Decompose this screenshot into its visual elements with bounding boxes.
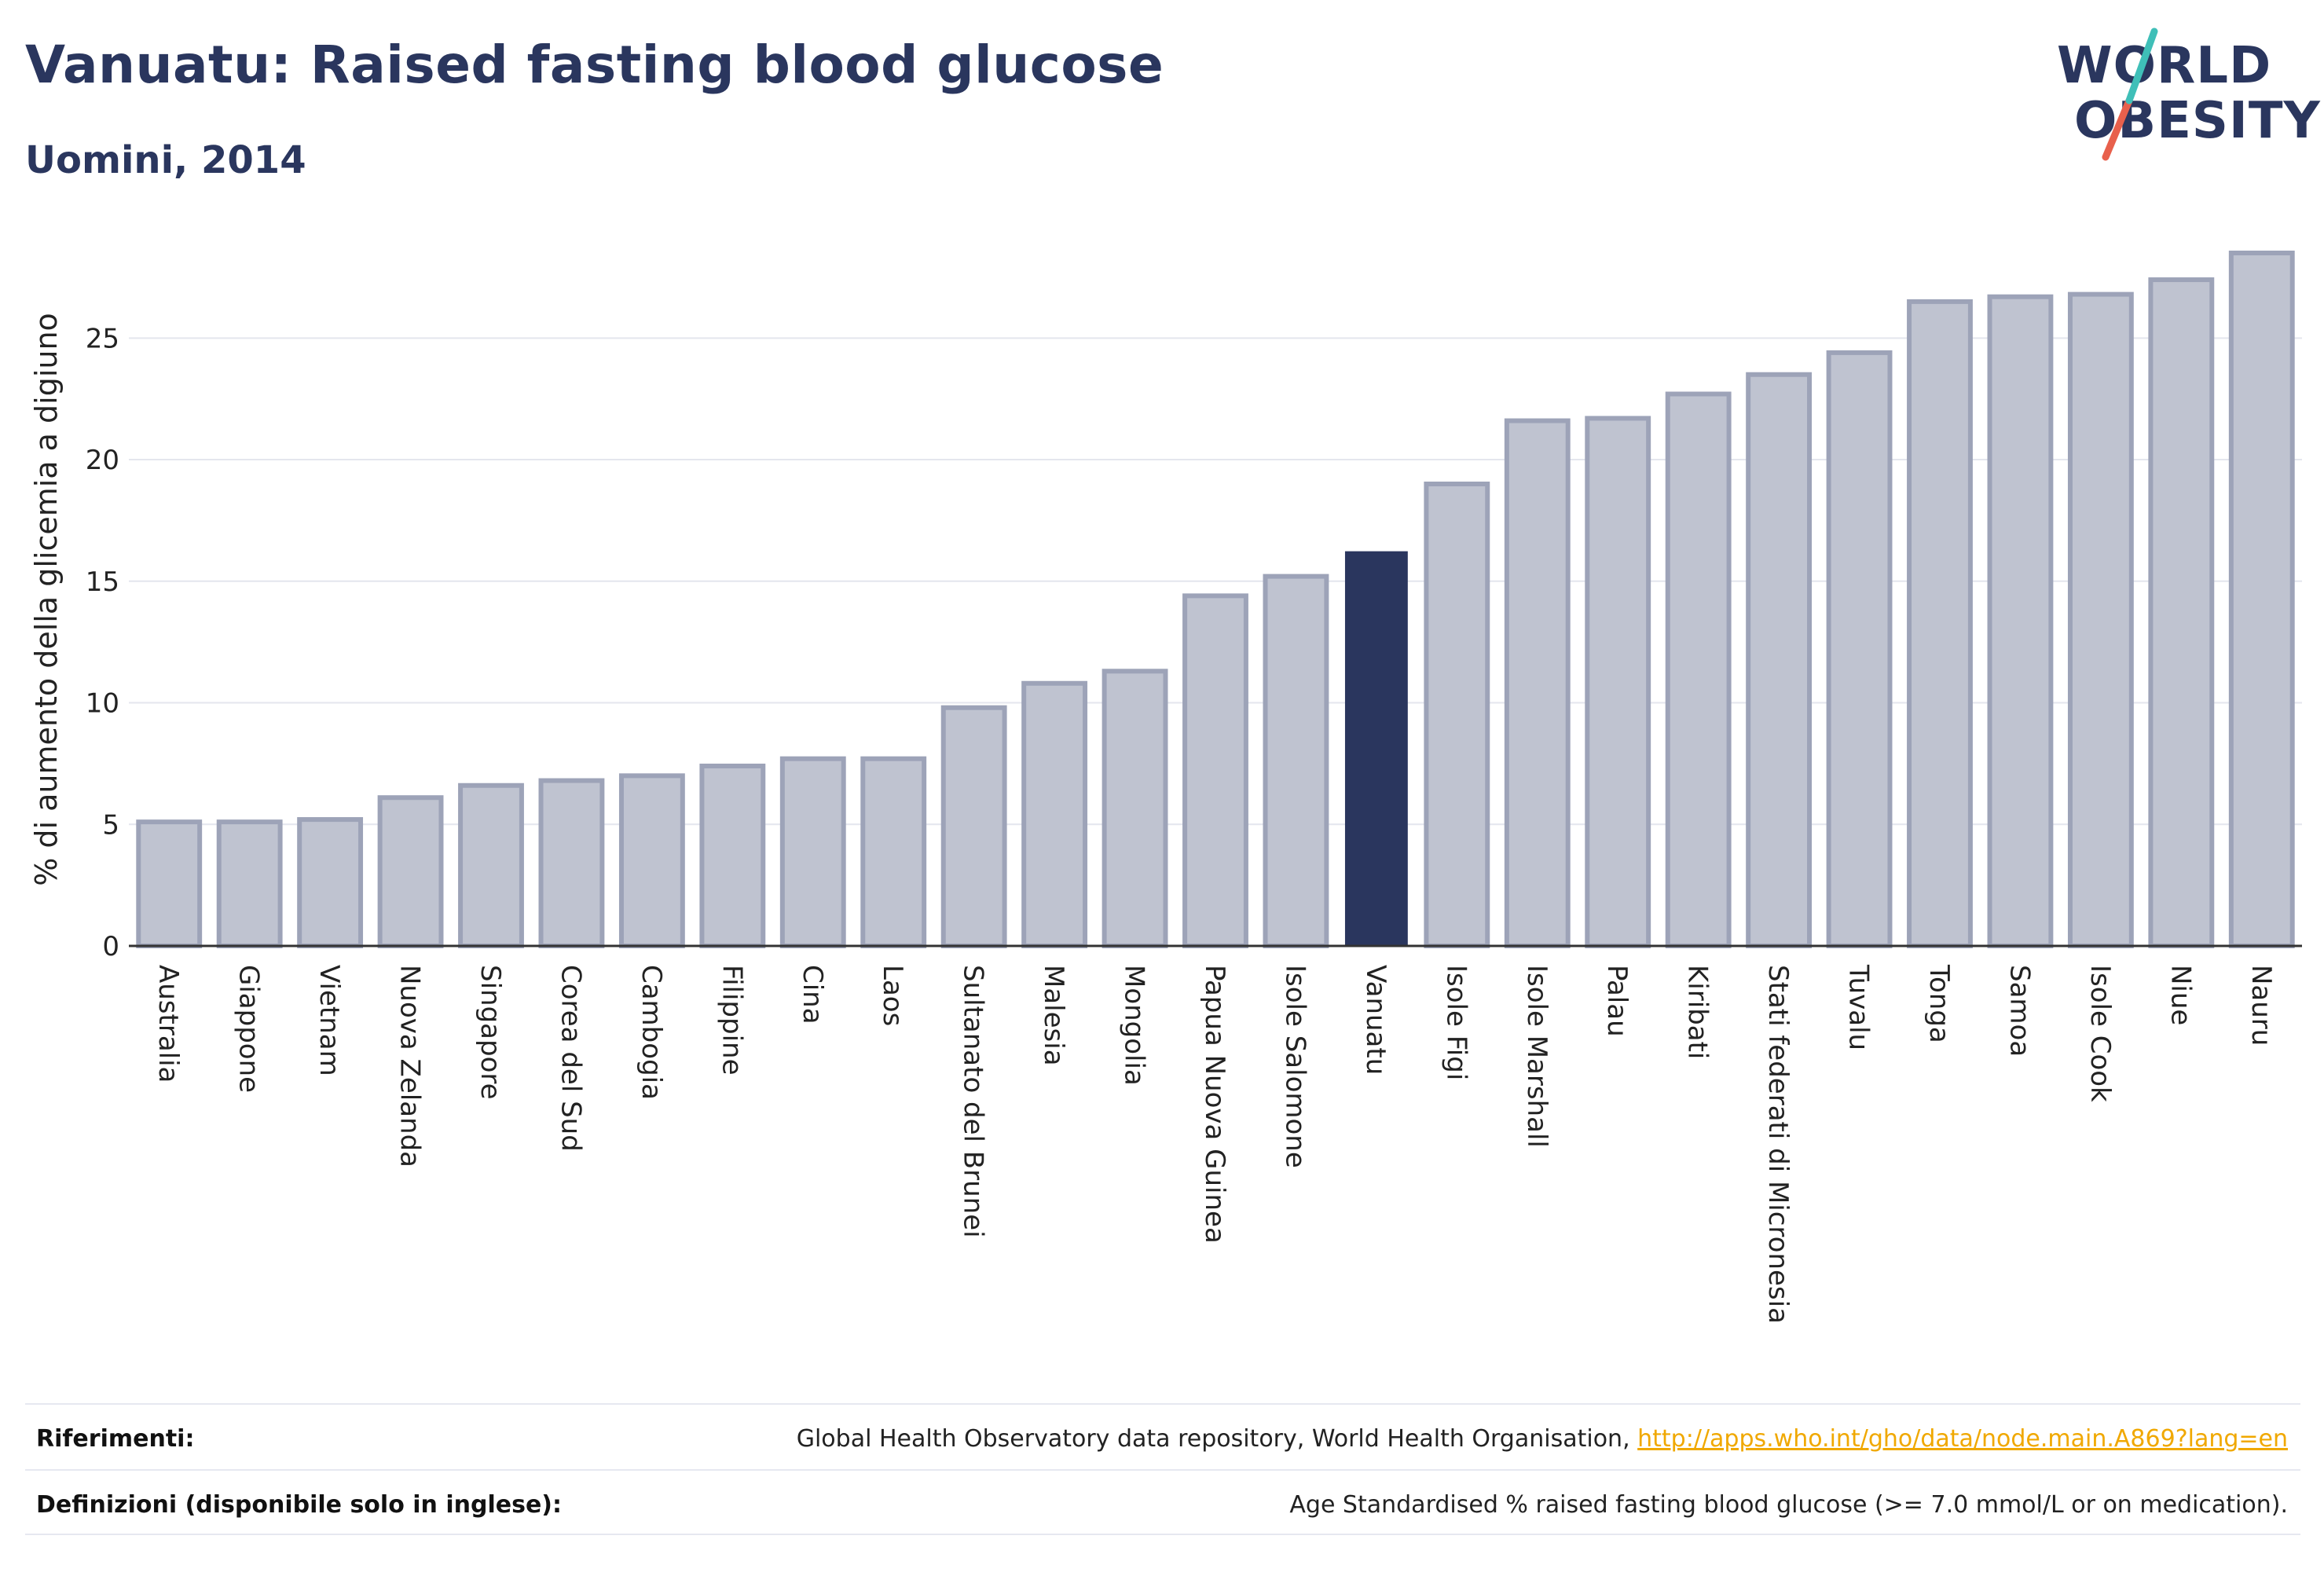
bar-corea-del-sud[interactable] bbox=[538, 778, 605, 949]
y-tick-labels: 0 5 10 15 20 25 bbox=[86, 323, 119, 962]
y-tick-label: 10 bbox=[86, 688, 119, 720]
x-tick-label: Stati federati di Micronesia bbox=[1762, 965, 1794, 1324]
references-link[interactable]: http://apps.who.int/gho/data/node.main.A… bbox=[1637, 1425, 2288, 1453]
bar-cina[interactable] bbox=[779, 756, 846, 948]
x-tick-label: Vietnam bbox=[313, 965, 345, 1076]
logo-slash-icon bbox=[2102, 27, 2158, 161]
bar-sultanato-del-brunei[interactable] bbox=[940, 705, 1007, 948]
bar-australia[interactable] bbox=[136, 819, 203, 949]
x-tick-label: Australia bbox=[152, 965, 184, 1083]
x-tick-label: Singapore bbox=[475, 965, 506, 1100]
bar-cambogia[interactable] bbox=[618, 773, 685, 948]
y-tick-label: 15 bbox=[86, 566, 119, 598]
y-tick-label: 0 bbox=[102, 931, 119, 962]
x-tick-label: Isole Marshall bbox=[1521, 965, 1552, 1148]
chart-title: Vanuatu: Raised fasting blood glucose bbox=[25, 35, 1164, 95]
x-tick-label: Mongolia bbox=[1119, 965, 1150, 1086]
definitions-label: Definizioni (disponibile solo in inglese… bbox=[36, 1491, 562, 1519]
x-tick-label: Giappone bbox=[233, 965, 265, 1093]
bar-laos[interactable] bbox=[860, 756, 927, 948]
bar-palau[interactable] bbox=[1585, 416, 1651, 948]
x-tick-label: Palau bbox=[1601, 965, 1633, 1037]
x-tick-label: Tuvalu bbox=[1843, 964, 1875, 1050]
bar-vietnam[interactable] bbox=[297, 817, 364, 949]
bar-stati-federati-di-micronesia[interactable] bbox=[1746, 372, 1813, 949]
x-tick-label: Cina bbox=[797, 965, 828, 1024]
bar-tuvalu[interactable] bbox=[1826, 350, 1893, 948]
x-tick-label: Laos bbox=[877, 965, 908, 1026]
bar-nauru[interactable] bbox=[2228, 251, 2295, 948]
x-tick-label: Isole Salomone bbox=[1279, 965, 1310, 1168]
bar-vanuatu[interactable] bbox=[1344, 551, 1408, 947]
x-tick-label: Vanuatu bbox=[1360, 965, 1391, 1075]
y-tick-label: 25 bbox=[86, 323, 119, 354]
definitions-value: Age Standardised % raised fasting blood … bbox=[1289, 1491, 2288, 1519]
y-tick-label: 20 bbox=[86, 445, 119, 476]
x-tick-label: Kiribati bbox=[1682, 965, 1714, 1059]
x-tick-label: Nuova Zelanda bbox=[394, 965, 426, 1167]
bar-papua-nuova-guinea[interactable] bbox=[1182, 593, 1248, 949]
bar-isole-salomone[interactable] bbox=[1263, 574, 1329, 948]
x-tick-label: Malesia bbox=[1038, 965, 1069, 1066]
x-tick-label: Isole Figi bbox=[1440, 965, 1472, 1080]
bar-filippine[interactable] bbox=[699, 763, 766, 949]
footer-divider-bottom bbox=[25, 1534, 2300, 1535]
bar-tonga[interactable] bbox=[1907, 299, 1973, 949]
x-tick-label: Niue bbox=[2165, 965, 2196, 1025]
x-tick-labels: Australia Giappone Vietnam Nuova Zelanda Sin… bbox=[152, 964, 2277, 1324]
x-tick-label: Filippine bbox=[716, 965, 747, 1076]
x-tick-label: Corea del Sud bbox=[555, 965, 586, 1152]
bar-isole-figi[interactable] bbox=[1424, 482, 1490, 948]
x-tick-label: Nauru bbox=[2245, 965, 2277, 1046]
bar-isole-marshall[interactable] bbox=[1504, 418, 1571, 948]
chart-subtitle: Uomini, 2014 bbox=[25, 138, 306, 182]
y-axis-title: % di aumento della glicemia a digiuno bbox=[29, 313, 64, 886]
x-tick-label: Isole Cook bbox=[2084, 965, 2116, 1102]
bar-mongolia[interactable] bbox=[1102, 669, 1168, 948]
bar-giappone[interactable] bbox=[216, 819, 283, 949]
footer-divider-middle bbox=[25, 1469, 2300, 1471]
x-tick-label: Tonga bbox=[1923, 964, 1955, 1043]
x-tick-label: Sultanato del Brunei bbox=[958, 965, 989, 1238]
bar-nuova-zelanda[interactable] bbox=[377, 795, 444, 949]
world-obesity-logo[interactable]: WORLD OBESITY bbox=[2057, 25, 2320, 167]
references-value: Global Health Observatory data repositor… bbox=[797, 1425, 2288, 1453]
bar-isole-cook[interactable] bbox=[2067, 291, 2134, 948]
bar-niue[interactable] bbox=[2148, 277, 2215, 948]
bar-malesia[interactable] bbox=[1021, 680, 1088, 948]
footer-divider-top bbox=[25, 1403, 2300, 1405]
y-tick-label: 5 bbox=[102, 809, 119, 841]
bars bbox=[136, 251, 2295, 949]
x-tick-label: Cambogia bbox=[636, 965, 667, 1100]
references-text: Global Health Observatory data repositor… bbox=[796, 1425, 1638, 1453]
logo-word-world: WORLD bbox=[2057, 37, 2272, 95]
x-tick-label: Papua Nuova Guinea bbox=[1199, 965, 1230, 1244]
bar-samoa[interactable] bbox=[1987, 294, 2054, 948]
bar-chart: Australia Giappone Vietnam Nuova Zelanda Sin… bbox=[29, 251, 2302, 1324]
bar-singapore[interactable] bbox=[458, 783, 524, 948]
bar-kiribati[interactable] bbox=[1665, 391, 1732, 948]
references-label: Riferimenti: bbox=[36, 1425, 195, 1453]
x-tick-label: Samoa bbox=[2003, 965, 2035, 1057]
